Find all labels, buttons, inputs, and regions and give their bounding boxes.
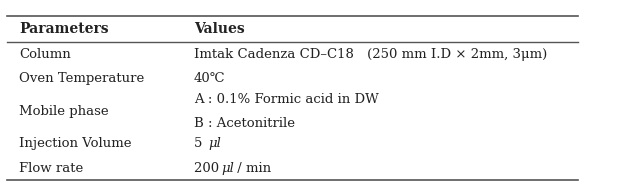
Text: A : 0.1% Formic acid in DW: A : 0.1% Formic acid in DW	[193, 93, 378, 106]
Text: Imtak Cadenza CD–C18  (250 mm I.D × 2mm, 3μm): Imtak Cadenza CD–C18 (250 mm I.D × 2mm, …	[193, 48, 547, 61]
Text: Mobile phase: Mobile phase	[19, 105, 109, 118]
Text: B : Acetonitrile: B : Acetonitrile	[193, 117, 295, 130]
Text: μl: μl	[222, 162, 235, 175]
Text: μl: μl	[208, 137, 221, 150]
Text: 5: 5	[193, 137, 206, 150]
Text: / min: / min	[234, 162, 271, 175]
Text: Parameters: Parameters	[19, 22, 109, 36]
Text: Injection Volume: Injection Volume	[19, 137, 132, 150]
Text: Oven Temperature: Oven Temperature	[19, 72, 144, 85]
Text: Flow rate: Flow rate	[19, 162, 83, 175]
Text: 200: 200	[193, 162, 223, 175]
Text: Column: Column	[19, 48, 70, 61]
Text: 40℃: 40℃	[193, 72, 226, 85]
Text: Values: Values	[193, 22, 245, 36]
